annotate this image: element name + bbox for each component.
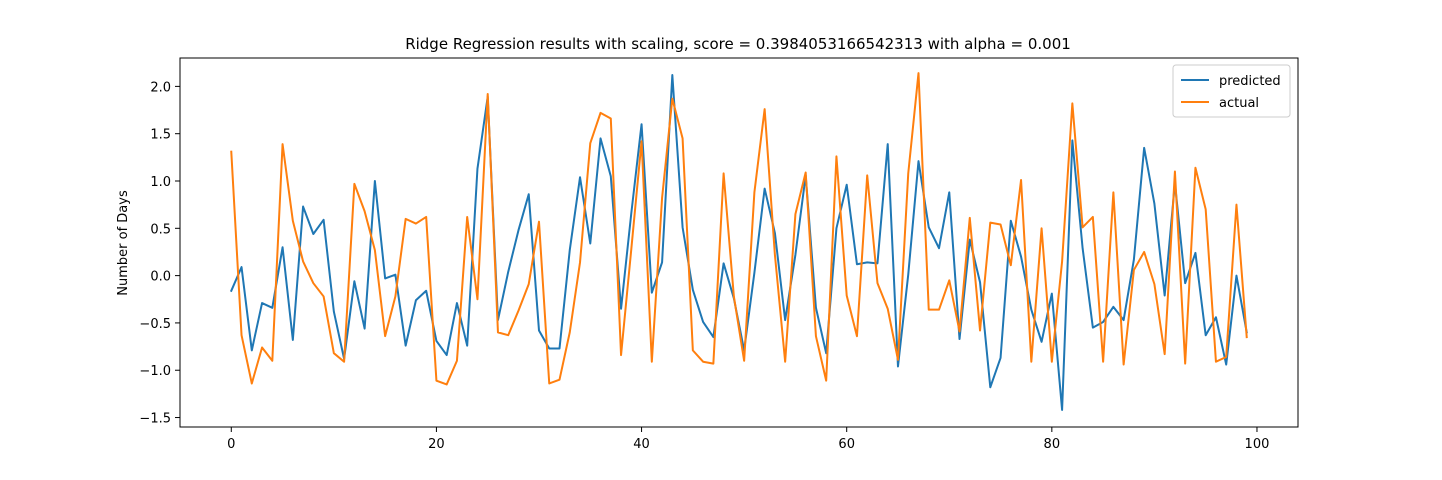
x-tick-label: 100 bbox=[1245, 437, 1270, 452]
y-axis-label: Number of Days bbox=[116, 190, 131, 296]
y-tick-label: 1.0 bbox=[150, 175, 171, 190]
y-tick-label: 0.0 bbox=[150, 270, 171, 285]
y-tick-label: −0.5 bbox=[139, 317, 171, 332]
x-tick-label: 0 bbox=[227, 437, 235, 452]
series-line-actual bbox=[230, 72, 1248, 386]
series-layer bbox=[229, 72, 1248, 411]
y-tick-label: 1.5 bbox=[150, 128, 171, 143]
y-tick-label: −1.5 bbox=[139, 412, 171, 427]
y-tick-label: 0.5 bbox=[150, 222, 171, 237]
plot-area: 0 20 40 60 80 100 −1.5 −1.0 −0.5 0.0 0.5 1.0 1.5 2.0 bbox=[139, 57, 1299, 452]
x-tick-label: 80 bbox=[1044, 437, 1061, 452]
x-tick-label: 20 bbox=[428, 437, 445, 452]
x-tick-label: 40 bbox=[633, 437, 650, 452]
y-tick-label: −1.0 bbox=[139, 364, 171, 379]
legend-label-predicted: predicted bbox=[1219, 74, 1281, 89]
legend-box bbox=[1172, 64, 1291, 118]
legend-label-actual: actual bbox=[1219, 96, 1259, 111]
chart-title: Ridge Regression results with scaling, s… bbox=[405, 35, 1071, 53]
y-axis-ticks: −1.5 −1.0 −0.5 0.0 0.5 1.0 1.5 2.0 bbox=[139, 80, 180, 427]
x-tick-label: 60 bbox=[838, 437, 855, 452]
y-tick-label: 2.0 bbox=[150, 80, 171, 95]
x-axis-ticks: 0 20 40 60 80 100 bbox=[227, 427, 1269, 452]
axes-frame bbox=[179, 57, 1299, 428]
legend: predicted actual bbox=[1172, 64, 1291, 118]
